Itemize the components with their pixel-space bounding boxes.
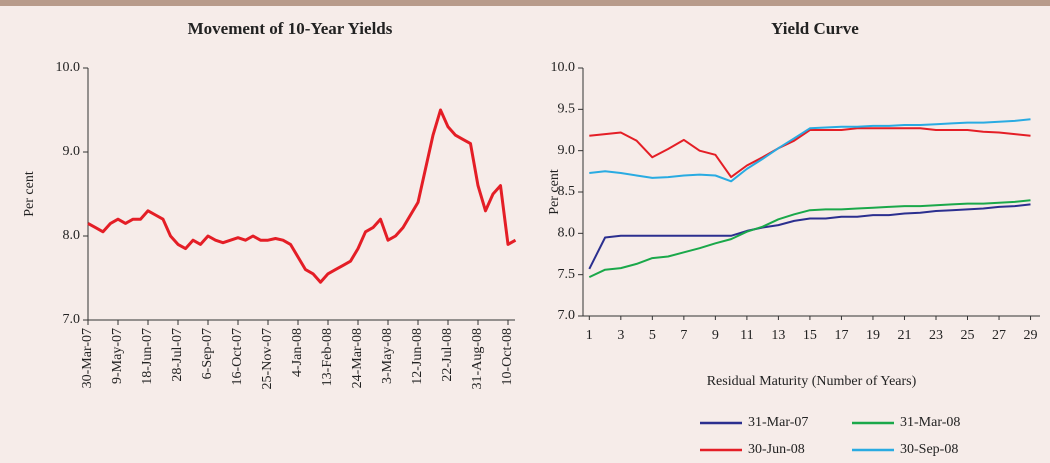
- x-tick-label: 1: [586, 328, 593, 343]
- y-tick-label: 9.0: [63, 144, 81, 159]
- x-tick-label: 27: [992, 328, 1006, 343]
- line-series: [588, 203, 1031, 270]
- x-tick-label: 13-Feb-08: [320, 328, 335, 386]
- x-tick-label: 23: [929, 328, 943, 343]
- chart-title: Yield Curve: [771, 19, 859, 38]
- x-tick-label: 6-Sep-07: [200, 328, 215, 379]
- legend-label: 30-Jun-08: [748, 442, 805, 457]
- x-tick-label: 21: [897, 328, 911, 343]
- x-tick-label: 7: [680, 328, 687, 343]
- x-tick-label: 17: [834, 328, 848, 343]
- x-tick-label: 30-Mar-07: [80, 328, 95, 388]
- legend-label: 30-Sep-08: [900, 442, 958, 457]
- x-tick-label: 5: [649, 328, 656, 343]
- x-tick-label: 25: [961, 328, 975, 343]
- x-tick-label: 9: [712, 328, 719, 343]
- x-axis-label: Residual Maturity (Number of Years): [707, 374, 917, 389]
- y-tick-label: 10.0: [551, 60, 576, 75]
- y-tick-label: 8.0: [558, 226, 576, 241]
- x-tick-label: 29: [1024, 328, 1038, 343]
- x-tick-label: 9-May-07: [110, 328, 125, 384]
- y-tick-label: 10.0: [56, 60, 81, 75]
- x-tick-label: 31-Aug-08: [470, 328, 485, 389]
- y-axis-label: Per cent: [22, 171, 37, 217]
- y-tick-label: 9.0: [558, 143, 576, 158]
- x-tick-label: 24-Mar-08: [350, 328, 365, 388]
- chart-title: Movement of 10-Year Yields: [188, 19, 393, 38]
- top-band: [0, 0, 1050, 6]
- y-tick-label: 7.0: [63, 312, 81, 327]
- y-tick-label: 9.5: [558, 102, 576, 117]
- line-series: [589, 118, 1031, 183]
- line-series: [589, 127, 1031, 179]
- y-tick-label: 8.0: [63, 228, 81, 243]
- line-series: [87, 108, 517, 284]
- x-tick-label: 18-Jun-07: [140, 328, 155, 385]
- y-tick-label: 7.0: [558, 308, 576, 323]
- legend-label: 31-Mar-07: [748, 415, 808, 430]
- x-tick-label: 15: [803, 328, 817, 343]
- x-tick-label: 19: [866, 328, 880, 343]
- x-tick-label: 10-Oct-08: [500, 328, 515, 386]
- y-tick-label: 8.5: [558, 184, 576, 199]
- x-tick-label: 11: [740, 328, 753, 343]
- line-series: [588, 199, 1031, 279]
- x-tick-label: 16-Oct-07: [230, 328, 245, 386]
- legend-label: 31-Mar-08: [900, 415, 960, 430]
- x-tick-label: 13: [771, 328, 785, 343]
- x-tick-label: 3-May-08: [380, 328, 395, 384]
- y-axis-label: Per cent: [547, 169, 562, 215]
- y-tick-label: 7.5: [558, 267, 576, 282]
- x-tick-label: 3: [617, 328, 624, 343]
- x-tick-label: 4-Jan-08: [290, 328, 305, 377]
- x-tick-label: 28-Jul-07: [170, 328, 185, 382]
- x-tick-label: 12-Jun-08: [410, 328, 425, 385]
- x-tick-label: 22-Jul-08: [440, 328, 455, 382]
- x-tick-label: 25-Nov-07: [260, 328, 275, 389]
